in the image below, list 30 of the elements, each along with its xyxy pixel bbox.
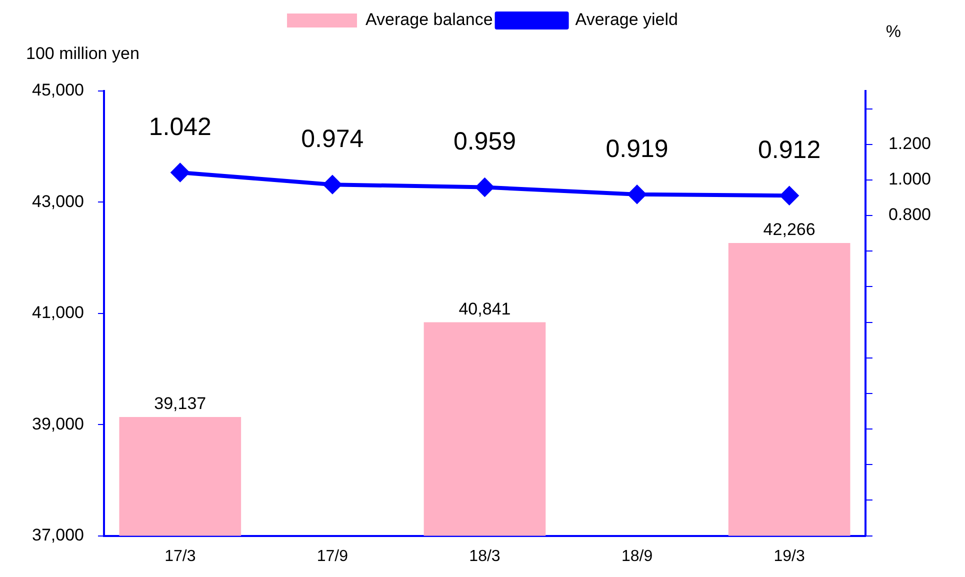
data-label: 42,266 xyxy=(763,220,816,240)
point xyxy=(628,185,646,204)
y2-tick-label: 1.200 xyxy=(888,134,932,154)
point xyxy=(323,176,342,194)
point xyxy=(780,186,798,205)
data-label: 1.042 xyxy=(148,112,212,141)
data-label: 0.912 xyxy=(758,136,821,164)
data-label: 0.959 xyxy=(453,128,516,156)
point xyxy=(476,178,494,196)
legend-label: Average yield xyxy=(575,10,678,30)
data-label: 0.974 xyxy=(301,124,364,153)
y-axis-title: 100 million yen xyxy=(26,44,140,64)
x-tick-label: 17/9 xyxy=(316,548,348,565)
legend-label: Average balance xyxy=(366,10,493,30)
y-tick-label: 43,000 xyxy=(32,192,84,211)
y2-tick-label: 0.800 xyxy=(888,205,932,224)
x-tick-label: 18/3 xyxy=(469,548,500,565)
y-tick-label: 39,000 xyxy=(32,414,84,434)
data-label: 39,137 xyxy=(154,394,206,414)
data-label: 40,841 xyxy=(458,299,511,318)
data-label: 0.919 xyxy=(606,134,668,163)
y-tick-label: 37,000 xyxy=(32,525,84,544)
y2-tick-label: 1.000 xyxy=(888,170,932,189)
y-tick-label: 45,000 xyxy=(32,80,84,100)
point xyxy=(171,163,190,182)
x-tick-label: 18/9 xyxy=(621,548,653,565)
x-tick-label: 17/3 xyxy=(164,548,196,565)
x-tick-label: 19/3 xyxy=(774,548,805,565)
y-tick-label: 41,000 xyxy=(32,303,84,322)
y2-axis-title: % xyxy=(886,22,902,42)
